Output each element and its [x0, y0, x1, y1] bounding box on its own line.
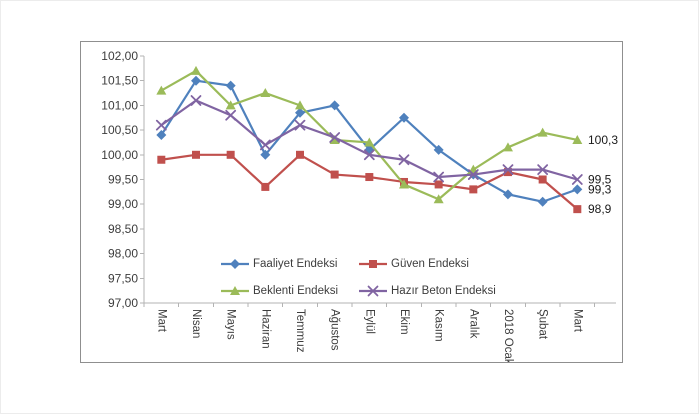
series-marker-hazir-beton-endeksi: [502, 164, 514, 176]
series-marker-hazir-beton-endeksi: [537, 164, 549, 176]
series-marker-hazir-beton-endeksi: [363, 149, 375, 161]
series-marker-guven-endeksi: [330, 170, 339, 179]
series-marker-guven-endeksi: [226, 150, 235, 159]
series-marker-beklenti-endeksi: [294, 100, 305, 110]
series-marker-beklenti-endeksi: [260, 88, 271, 98]
series-end-label-faaliyet-endeksi: 99,3: [588, 182, 612, 196]
series-marker-faaliyet-endeksi: [294, 107, 305, 118]
series-marker-beklenti-endeksi: [364, 137, 375, 147]
y-axis-tick-label: 100,50: [101, 123, 138, 137]
series-marker-hazir-beton-endeksi: [294, 119, 306, 131]
series-marker-guven-endeksi: [538, 175, 547, 184]
series-marker-beklenti-endeksi: [329, 134, 340, 144]
legend-item-faaliyet-endeksi: Faaliyet Endeksi: [221, 258, 337, 270]
y-axis-tick-label: 97,00: [108, 296, 138, 310]
series-marker-faaliyet-endeksi: [398, 112, 409, 123]
series-marker-faaliyet-endeksi: [225, 80, 236, 91]
x-axis: Mart Nisan Mayıs Haziran Temmuz Ağustos Eylül E…: [143, 302, 616, 365]
y-axis-tick-label: 98,50: [108, 222, 138, 236]
series-marker-hazir-beton-endeksi: [259, 139, 271, 151]
series-marker-faaliyet-endeksi: [537, 196, 548, 207]
x-axis-category-label: Ağustos: [329, 309, 341, 351]
x-axis-category-label: Eylül: [363, 309, 375, 334]
series-marker-faaliyet-endeksi: [260, 149, 271, 160]
x-axis-category-label: 2018 Ocak: [502, 309, 514, 362]
series-marker-faaliyet-endeksi: [156, 130, 167, 141]
x-axis-category-label: Kasım: [433, 309, 445, 342]
series-marker-beklenti-endeksi: [156, 85, 167, 95]
legend-marker-diamond: [230, 259, 240, 269]
legend-marker-x: [367, 285, 379, 297]
legend-item-guven-endeksi: Güven Endeksi: [359, 258, 469, 270]
x-axis-category-label: Mart: [571, 309, 583, 333]
y-axis-tick-label: 98,00: [108, 247, 138, 261]
legend-marker-square: [369, 260, 377, 268]
series-beklenti-endeksi: [156, 65, 583, 204]
end-labels: 99,3 98,9 100,3 99,5: [588, 133, 618, 216]
chart-container: 102,00 101,50 101,00 100,50 100,00 99,50 99,00…: [80, 41, 623, 365]
series-marker-guven-endeksi: [191, 150, 200, 159]
series-marker-beklenti-endeksi: [537, 127, 548, 137]
y-axis: 102,00 101,50 101,00 100,50 100,00 99,50 99,00…: [101, 49, 145, 310]
legend: Faaliyet Endeksi Güven Endeksi Beklenti En…: [221, 258, 496, 297]
series-end-label-hazir-beton-endeksi: 99,5: [588, 173, 612, 187]
x-axis-category-label: Mayıs: [225, 309, 237, 340]
series-marker-guven-endeksi: [434, 180, 443, 189]
series-marker-faaliyet-endeksi: [329, 100, 340, 111]
series-marker-beklenti-endeksi: [225, 100, 236, 110]
series-marker-faaliyet-endeksi: [572, 184, 583, 195]
series-marker-hazir-beton-endeksi: [155, 119, 167, 131]
x-axis-category-label: Haziran: [259, 309, 271, 349]
series-marker-beklenti-endeksi: [433, 194, 444, 204]
y-axis-tick-label: 102,00: [101, 49, 138, 63]
series-marker-faaliyet-endeksi: [190, 75, 201, 86]
x-axis-category-label: Nisan: [190, 309, 202, 338]
series-marker-faaliyet-endeksi: [433, 144, 444, 155]
series-end-label-beklenti-endeksi: 100,3: [588, 133, 618, 147]
series-marker-guven-endeksi: [365, 173, 374, 182]
y-axis-tick-label: 97,50: [108, 271, 138, 285]
series-marker-hazir-beton-endeksi: [398, 154, 410, 166]
legend-marker-triangle: [230, 286, 240, 295]
series-marker-beklenti-endeksi: [398, 179, 409, 189]
y-axis-tick-label: 99,00: [108, 197, 138, 211]
series-guven-endeksi: [157, 150, 582, 214]
y-axis-tick-label: 100,00: [101, 148, 138, 162]
series-marker-guven-endeksi: [261, 182, 270, 191]
series-marker-guven-endeksi: [503, 168, 512, 177]
y-axis-tick-label: 101,50: [101, 74, 138, 88]
series-marker-hazir-beton-endeksi: [571, 174, 583, 185]
index-line-chart: 102,00 101,50 101,00 100,50 100,00 99,50 99,00…: [101, 49, 618, 365]
series-marker-guven-endeksi: [157, 155, 166, 164]
series-marker-hazir-beton-endeksi: [329, 132, 341, 143]
legend-label: Güven Endeksi: [391, 258, 469, 270]
x-axis-category-label: Şubat: [537, 309, 549, 340]
y-axis-tick-label: 101,00: [101, 98, 138, 112]
legend-label: Beklenti Endeksi: [253, 285, 338, 297]
series-marker-beklenti-endeksi: [572, 134, 583, 144]
x-axis-category-label: Mart: [155, 309, 167, 333]
series-marker-guven-endeksi: [295, 150, 304, 159]
series-marker-beklenti-endeksi: [502, 142, 513, 152]
series-marker-faaliyet-endeksi: [502, 189, 513, 200]
legend-label: Faaliyet Endeksi: [253, 258, 337, 270]
series-marker-hazir-beton-endeksi: [467, 169, 479, 180]
x-axis-category-label: Ekim: [398, 309, 410, 335]
x-axis-category-label: Aralık: [467, 309, 479, 339]
series-marker-guven-endeksi: [573, 205, 582, 214]
series-marker-beklenti-endeksi: [190, 65, 201, 75]
x-axis-category-label: Temmuz: [294, 309, 306, 353]
series-marker-guven-endeksi: [469, 185, 478, 194]
legend-item-beklenti-endeksi: Beklenti Endeksi: [221, 285, 338, 297]
series-end-label-guven-endeksi: 98,9: [588, 202, 612, 216]
y-axis-tick-label: 99,50: [108, 173, 138, 187]
legend-label: Hazır Beton Endeksi: [391, 285, 496, 297]
series-marker-hazir-beton-endeksi: [190, 95, 202, 106]
series-line-guven-endeksi: [160, 153, 579, 211]
series-marker-hazir-beton-endeksi: [225, 109, 237, 121]
series-hazir-beton-endeksi: [155, 95, 583, 185]
series-marker-hazir-beton-endeksi: [433, 171, 445, 183]
legend-item-hazir-beton-endeksi: Hazır Beton Endeksi: [359, 285, 496, 297]
